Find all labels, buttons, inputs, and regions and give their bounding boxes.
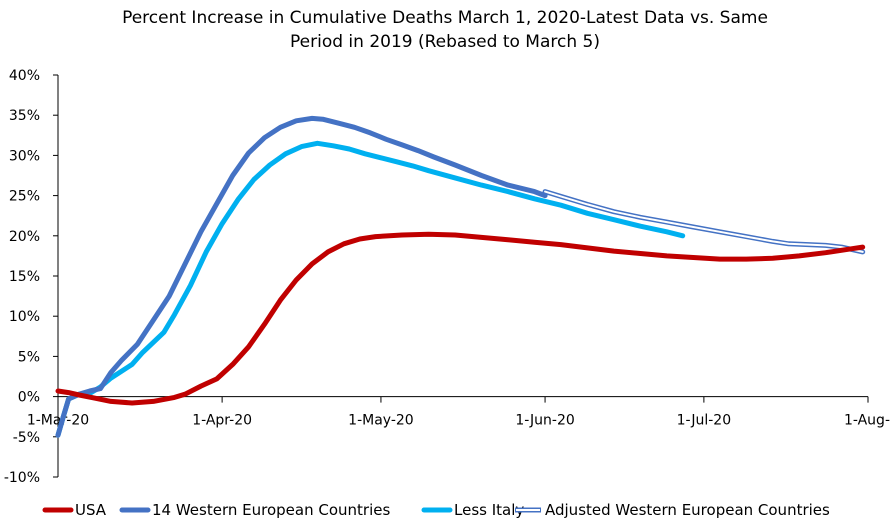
- y-tick-label: 40%: [9, 68, 40, 84]
- legend-item-14-western-european-countries: 14 Western European Countries: [119, 501, 390, 519]
- y-tick-label: -10%: [4, 470, 40, 486]
- x-tick-label: 1-Mar-20: [27, 413, 89, 429]
- legend-label: USA: [75, 501, 107, 519]
- y-axis: -10% -5% 0% 5% 10% 15% 20% 25% 30% 35% 40%: [4, 68, 59, 486]
- y-tick-label: -5%: [13, 430, 40, 446]
- y-tick-label: 0%: [18, 390, 40, 406]
- legend-item-adjusted-western-european-countries: Adjusted Western European Countries: [515, 501, 830, 519]
- series-less-italy: [55, 140, 686, 438]
- y-tick-label: 30%: [9, 148, 40, 164]
- series-14-western-european-countries: [55, 115, 548, 438]
- y-tick-label: 25%: [9, 189, 40, 205]
- x-tick-label: 1-May-20: [348, 413, 414, 429]
- legend-item-usa: USA: [42, 501, 107, 519]
- x-tick-label: 1-Jul-20: [677, 413, 732, 429]
- y-tick-label: 20%: [9, 229, 40, 245]
- series-adjusted-western-european-countries-inner: [544, 190, 864, 253]
- x-tick-label: 1-Aug-: [844, 413, 890, 429]
- legend-label: Less Italy: [454, 501, 524, 519]
- legend-item-less-italy: Less Italy: [421, 501, 524, 519]
- legend-label: Adjusted Western European Countries: [545, 501, 830, 519]
- legend: USA 14 Western European Countries Less Ita…: [42, 501, 830, 519]
- x-tick-label: 1-Apr-20: [192, 413, 252, 429]
- y-tick-label: 35%: [9, 108, 40, 124]
- legend-label: 14 Western European Countries: [152, 501, 390, 519]
- chart-title-line-2: Period in 2019 (Rebased to March 5): [290, 32, 600, 52]
- chart-title-line-1: Percent Increase in Cumulative Deaths Ma…: [122, 8, 768, 28]
- x-axis: 1-Mar-20 1-Apr-20 1-May-20 1-Jun-20 1-Jul-20…: [27, 396, 890, 429]
- series-lines: [55, 115, 866, 438]
- y-tick-label: 10%: [9, 309, 40, 325]
- x-tick-label: 1-Jun-20: [515, 413, 574, 429]
- series-adjusted-western-european-countries: [542, 189, 866, 255]
- series-usa: [55, 231, 866, 406]
- y-tick-label: 15%: [9, 269, 40, 285]
- y-tick-label: 5%: [18, 349, 40, 365]
- chart-title: Percent Increase in Cumulative Deaths Ma…: [122, 8, 768, 52]
